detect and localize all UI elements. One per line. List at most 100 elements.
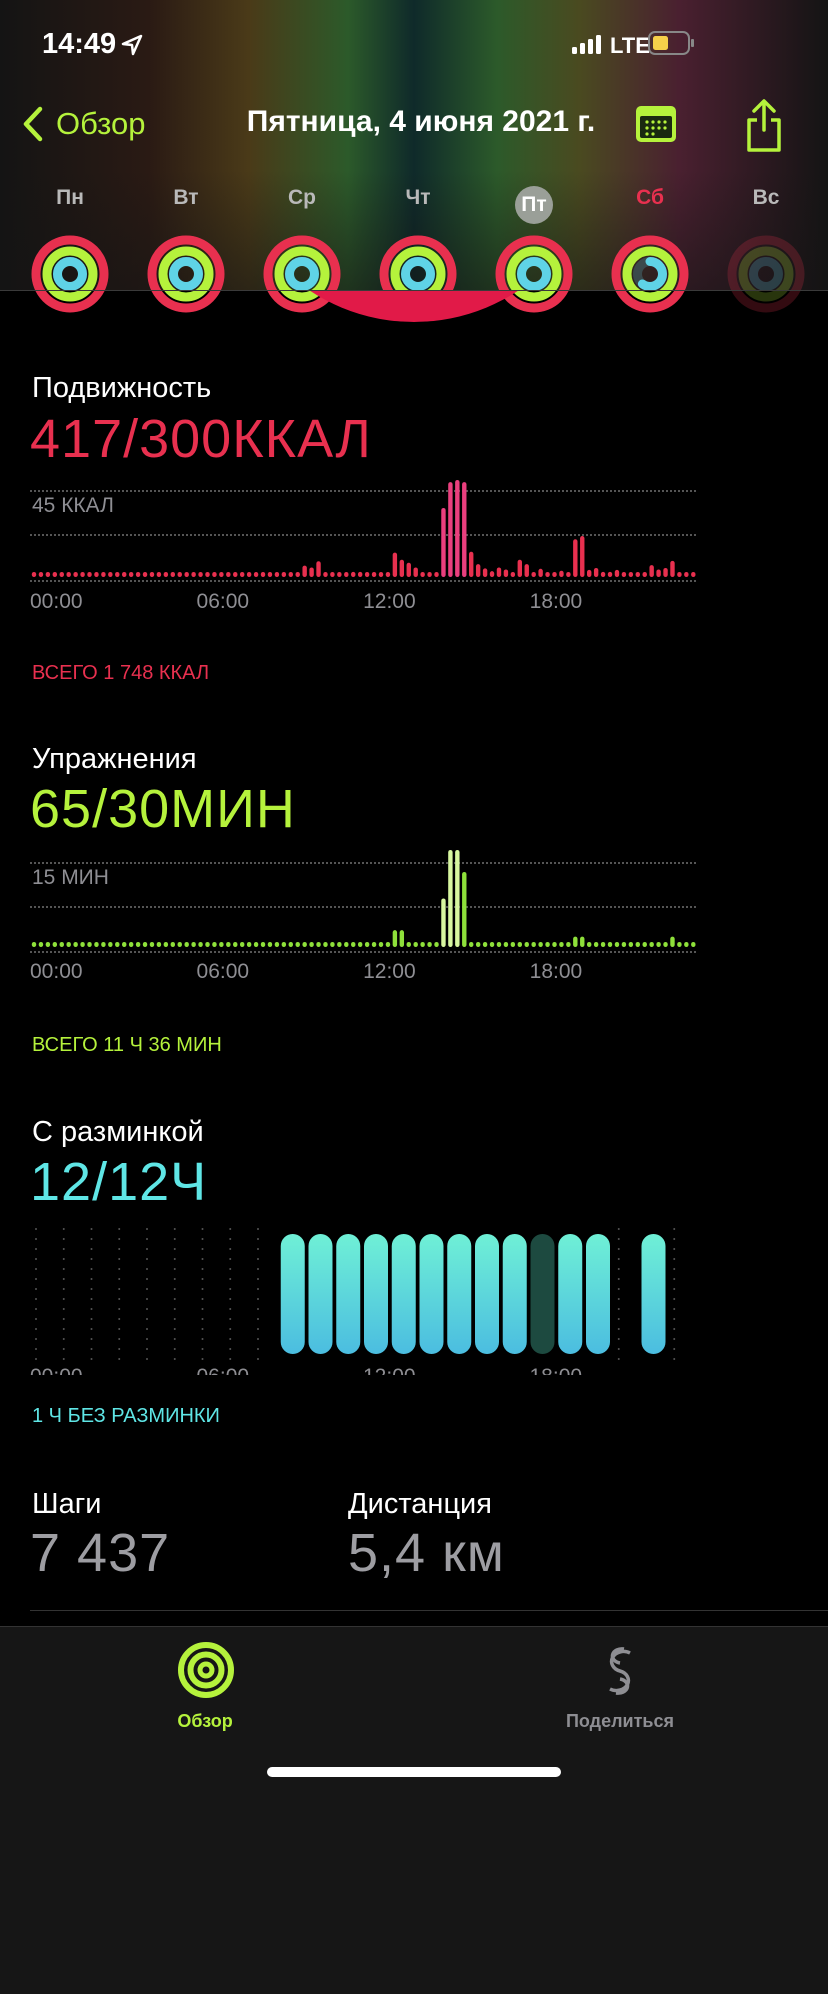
stand-empty-dot <box>617 1228 620 1230</box>
bar <box>267 942 273 947</box>
stand-ring <box>285 257 319 291</box>
exercise-ring <box>274 246 330 302</box>
stand-ring <box>517 257 551 291</box>
bar <box>573 936 578 947</box>
day-label-1[interactable]: Вт <box>146 186 226 210</box>
bar <box>371 572 377 577</box>
bar <box>309 942 314 947</box>
bar <box>371 942 377 947</box>
stand-empty-dot <box>201 1318 204 1320</box>
day-label-0[interactable]: Пн <box>30 186 110 210</box>
steps-value: 7 437 <box>30 1523 171 1583</box>
activity-rings-icon <box>178 1642 234 1698</box>
day-label-3[interactable]: Чт <box>378 186 458 210</box>
bar <box>580 936 585 947</box>
bar <box>503 569 509 577</box>
bar <box>475 942 481 947</box>
bar <box>573 539 578 577</box>
day-activity-rings-2[interactable] <box>260 232 344 316</box>
stand-empty-dot <box>146 1258 148 1260</box>
bar <box>538 942 543 947</box>
stand-bar <box>586 1234 610 1354</box>
bar <box>510 572 516 577</box>
bar <box>330 942 335 947</box>
day-label-2[interactable]: Ср <box>262 186 342 210</box>
bar <box>170 942 175 947</box>
move-label: Подвижность <box>32 372 212 404</box>
back-button[interactable]: Обзор <box>20 105 146 143</box>
bar <box>392 552 398 577</box>
stand-empty-dot <box>257 1348 259 1350</box>
bar <box>496 567 502 577</box>
bar <box>607 571 613 577</box>
day-activity-rings-0[interactable] <box>28 232 112 316</box>
stand-empty-dot <box>229 1238 232 1240</box>
bar <box>302 565 307 577</box>
tab-sharing[interactable]: Поделиться <box>520 1641 720 1741</box>
x-tick-label: 06:00 <box>197 1365 250 1375</box>
bar <box>253 942 259 947</box>
stand-bar <box>364 1234 388 1354</box>
bar <box>135 572 141 577</box>
stand-empty-dot <box>617 1358 620 1360</box>
stand-empty-dot <box>257 1318 259 1320</box>
move-ring <box>31 235 109 313</box>
exercise-scale-label: 15 МИН <box>32 866 109 889</box>
bar <box>489 942 495 947</box>
bar <box>281 942 287 947</box>
stand-empty-dot <box>62 1278 65 1280</box>
bar <box>559 942 564 947</box>
bar <box>510 942 516 947</box>
share-icon[interactable] <box>744 98 784 154</box>
day-label-5[interactable]: Сб <box>610 186 690 210</box>
stand-empty-dot <box>35 1258 37 1260</box>
day-label-4[interactable]: Пт <box>494 186 574 224</box>
bar <box>142 572 148 577</box>
stand-empty-dot <box>146 1278 148 1280</box>
bar <box>253 572 259 577</box>
stand-empty-dot <box>90 1298 93 1300</box>
bar <box>212 942 217 947</box>
bar <box>170 572 175 577</box>
stand-empty-dot <box>35 1318 37 1320</box>
stand-empty-dot <box>673 1268 676 1270</box>
stand-empty-dot <box>173 1298 176 1300</box>
calendar-icon[interactable] <box>634 104 678 144</box>
day-activity-rings-5[interactable] <box>608 232 692 316</box>
stand-empty-dot <box>90 1268 93 1270</box>
stand-empty-dot <box>146 1268 148 1270</box>
day-activity-rings-1[interactable] <box>144 232 228 316</box>
bar <box>80 942 85 947</box>
x-tick-label: 12:00 <box>363 1365 416 1375</box>
day-activity-rings-6[interactable] <box>724 232 808 316</box>
stand-empty-dot <box>90 1308 93 1310</box>
bar <box>587 569 592 577</box>
stand-empty-dot <box>673 1338 676 1340</box>
back-label: Обзор <box>56 106 146 141</box>
bar <box>392 930 398 947</box>
stand-empty-dot <box>257 1258 259 1260</box>
stand-empty-dot <box>118 1248 121 1250</box>
exercise-ring <box>622 246 678 302</box>
day-activity-rings-4[interactable] <box>492 232 576 316</box>
home-indicator[interactable] <box>267 1767 561 1777</box>
bar <box>649 942 654 947</box>
stand-ring <box>633 257 667 291</box>
stand-ring-track <box>749 257 783 291</box>
bar <box>614 569 620 577</box>
day-label-6[interactable]: Вс <box>726 186 806 210</box>
tab-summary[interactable]: Обзор <box>105 1641 305 1741</box>
stand-empty-dot <box>62 1348 65 1350</box>
tab-summary-label: Обзор <box>177 1711 233 1731</box>
move-value: 417/300ККАЛ <box>30 409 372 469</box>
stand-empty-dot <box>229 1318 232 1320</box>
bar <box>427 942 432 947</box>
stand-empty-dot <box>229 1258 232 1260</box>
bar <box>142 942 148 947</box>
stand-empty-dot <box>617 1268 620 1270</box>
bar <box>66 572 71 577</box>
bar <box>420 942 425 947</box>
stand-bar <box>558 1234 583 1354</box>
bar <box>128 572 134 577</box>
stand-empty-dot <box>201 1328 204 1330</box>
